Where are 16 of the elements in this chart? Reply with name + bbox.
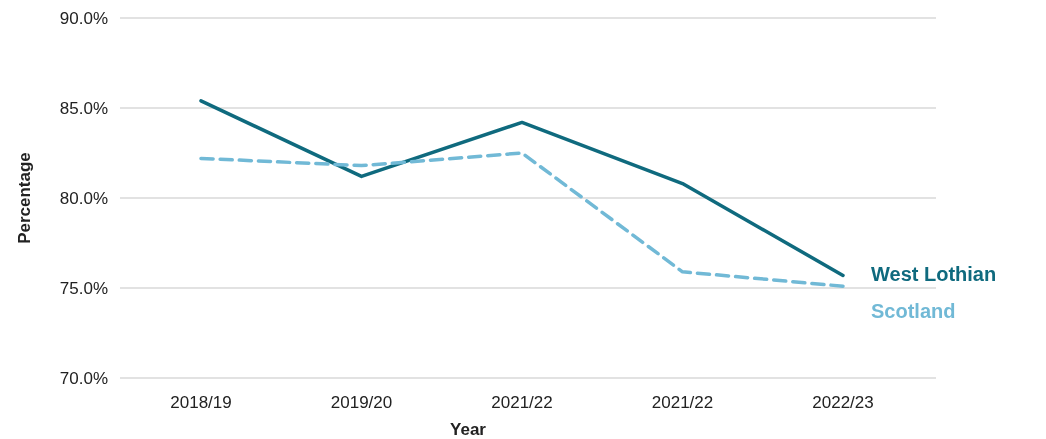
y-tick-label: 85.0% <box>59 99 108 118</box>
x-tick-label: 2021/22 <box>491 393 553 412</box>
line-series <box>199 151 845 288</box>
x-tick-label: 2022/23 <box>812 393 874 412</box>
y-tick-label: 80.0% <box>59 189 108 208</box>
x-tick-label: 2021/22 <box>651 393 714 412</box>
y-tick-label: 75.0% <box>59 279 108 298</box>
x-tick-label: 2018/19 <box>170 393 232 412</box>
y-axis-title: Percentage <box>15 152 34 244</box>
line-series <box>199 99 845 278</box>
y-tick-label: 90.0% <box>59 9 108 28</box>
y-tick-label: 70.0% <box>59 369 108 388</box>
x-axis-title: Year <box>450 420 487 439</box>
x-tick-label: 2019/20 <box>330 393 393 412</box>
series-label: West Lothian <box>871 263 997 286</box>
series-label: Scotland <box>871 300 956 323</box>
